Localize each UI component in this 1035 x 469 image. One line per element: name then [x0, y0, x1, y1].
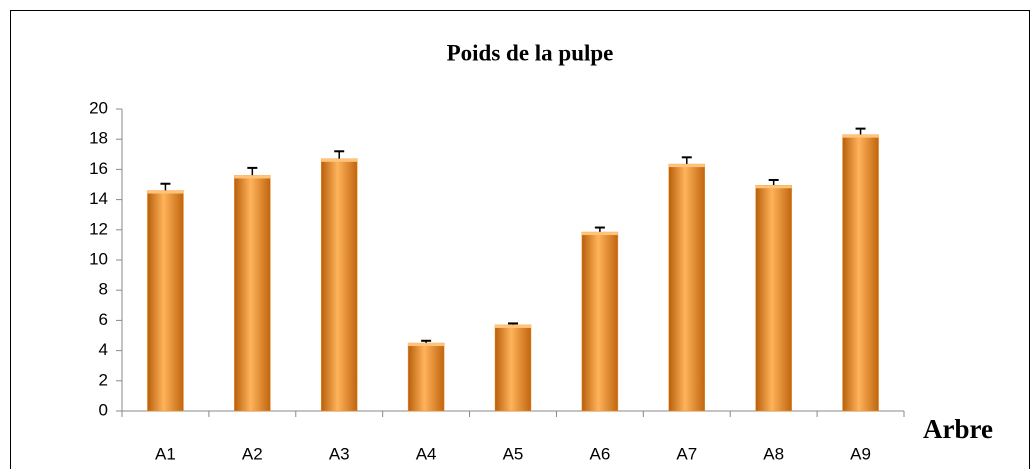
bar	[147, 190, 184, 412]
bar	[668, 163, 706, 412]
y-tick-label: 12	[89, 219, 108, 238]
x-tick-label: A4	[416, 444, 437, 463]
x-tick-label: A7	[676, 444, 697, 463]
bar-cap	[495, 324, 531, 328]
y-tick-label: 0	[99, 400, 108, 419]
bar	[755, 185, 792, 412]
x-tick-label: A1	[155, 444, 176, 463]
x-axis-label: Arbre	[923, 414, 993, 444]
x-tick-label: A2	[242, 444, 263, 463]
chart-title: Poids de la pulpe	[447, 40, 614, 65]
x-tick-label: A3	[329, 444, 350, 463]
bar	[581, 231, 619, 412]
y-tick-label: 6	[99, 310, 108, 329]
bar	[494, 324, 532, 412]
bar	[234, 175, 271, 412]
bar-cap	[842, 134, 879, 138]
y-tick-label: 14	[89, 189, 108, 208]
y-tick-label: 4	[99, 340, 108, 359]
bar-cap	[408, 343, 445, 347]
bar-cap	[668, 164, 705, 168]
bar-cap	[147, 190, 184, 194]
y-tick-label: 8	[99, 280, 108, 299]
bar	[842, 134, 879, 412]
y-tick-label: 16	[89, 159, 108, 178]
bar-cap	[234, 175, 271, 179]
y-tick-label: 2	[99, 370, 108, 389]
bar-cap	[755, 185, 792, 189]
bar	[407, 342, 445, 412]
bar-cap	[321, 158, 358, 162]
bar	[320, 158, 358, 412]
bar-cap	[581, 232, 618, 236]
x-tick-label: A8	[763, 444, 784, 463]
y-tick-label: 18	[89, 129, 108, 148]
x-tick-label: A9	[850, 444, 871, 463]
y-tick-label: 10	[89, 249, 108, 268]
x-tick-label: A6	[589, 444, 610, 463]
x-tick-label: A5	[503, 444, 524, 463]
y-tick-label: 20	[89, 98, 108, 117]
